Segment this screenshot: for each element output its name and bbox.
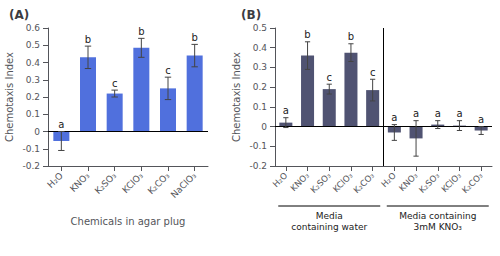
svg-text:K₂CO₃: K₂CO₃: [145, 170, 172, 197]
svg-text:0.2: 0.2: [253, 82, 267, 92]
svg-text:c: c: [327, 72, 333, 83]
svg-text:0.4: 0.4: [26, 58, 41, 68]
svg-text:Media: Media: [316, 211, 343, 221]
svg-text:Media containing: Media containing: [399, 211, 476, 221]
svg-text:0.5: 0.5: [26, 40, 40, 50]
svg-text:KNO₃: KNO₃: [68, 170, 92, 194]
svg-text:a: a: [391, 112, 397, 123]
svg-text:Chemotaxis Index: Chemotaxis Index: [231, 52, 242, 142]
svg-text:K₂SO₃: K₂SO₃: [308, 170, 332, 194]
svg-text:c: c: [112, 78, 118, 89]
svg-text:-0.2: -0.2: [249, 161, 267, 171]
svg-text:(B): (B): [241, 8, 261, 22]
svg-text:0.3: 0.3: [26, 75, 40, 85]
svg-text:K₂SO₃: K₂SO₃: [417, 170, 441, 194]
svg-text:0.6: 0.6: [26, 23, 41, 33]
svg-text:b: b: [191, 32, 197, 43]
svg-text:a: a: [58, 119, 64, 130]
svg-text:Chemotaxis Index: Chemotaxis Index: [4, 52, 15, 142]
svg-text:b: b: [138, 26, 144, 37]
svg-text:KClO₃: KClO₃: [120, 170, 145, 195]
svg-text:K₂CO₃: K₂CO₃: [460, 170, 485, 195]
svg-text:c: c: [370, 67, 376, 78]
svg-text:KNO₃: KNO₃: [288, 170, 311, 193]
svg-text:b: b: [348, 31, 354, 42]
svg-text:0.2: 0.2: [26, 92, 40, 102]
svg-text:a: a: [435, 108, 441, 119]
svg-text:(A): (A): [9, 8, 29, 22]
svg-text:-0.2: -0.2: [22, 161, 40, 171]
svg-text:0.1: 0.1: [26, 109, 40, 119]
svg-text:0: 0: [34, 127, 40, 137]
svg-text:KNO₃: KNO₃: [397, 170, 420, 193]
svg-text:0.4: 0.4: [253, 43, 268, 53]
svg-text:a: a: [413, 108, 419, 119]
svg-text:-0.1: -0.1: [22, 144, 40, 154]
svg-text:b: b: [85, 34, 91, 45]
svg-text:NaClO₃: NaClO₃: [169, 170, 199, 200]
svg-text:a: a: [478, 114, 484, 125]
svg-text:KClO₃: KClO₃: [331, 170, 355, 194]
svg-text:0.5: 0.5: [253, 23, 267, 33]
svg-text:Chemicals in agar plug: Chemicals in agar plug: [71, 216, 186, 227]
svg-text:c: c: [165, 65, 171, 76]
svg-text:-0.1: -0.1: [249, 141, 267, 151]
svg-text:a: a: [283, 105, 289, 116]
svg-text:b: b: [304, 29, 310, 40]
svg-text:H₂O: H₂O: [45, 170, 64, 189]
svg-text:3mM KNO₃: 3mM KNO₃: [414, 222, 463, 232]
svg-text:KClO₃: KClO₃: [439, 170, 463, 194]
svg-text:0.1: 0.1: [253, 102, 267, 112]
svg-text:K₂CO₃: K₂CO₃: [351, 170, 376, 195]
svg-text:a: a: [456, 108, 462, 119]
svg-text:K₂SO₃: K₂SO₃: [93, 170, 119, 196]
svg-text:0.3: 0.3: [253, 62, 267, 72]
svg-text:0: 0: [261, 122, 267, 132]
svg-text:H₂O: H₂O: [379, 170, 398, 189]
svg-text:containing water: containing water: [291, 222, 367, 232]
svg-text:H₂O: H₂O: [271, 170, 290, 189]
